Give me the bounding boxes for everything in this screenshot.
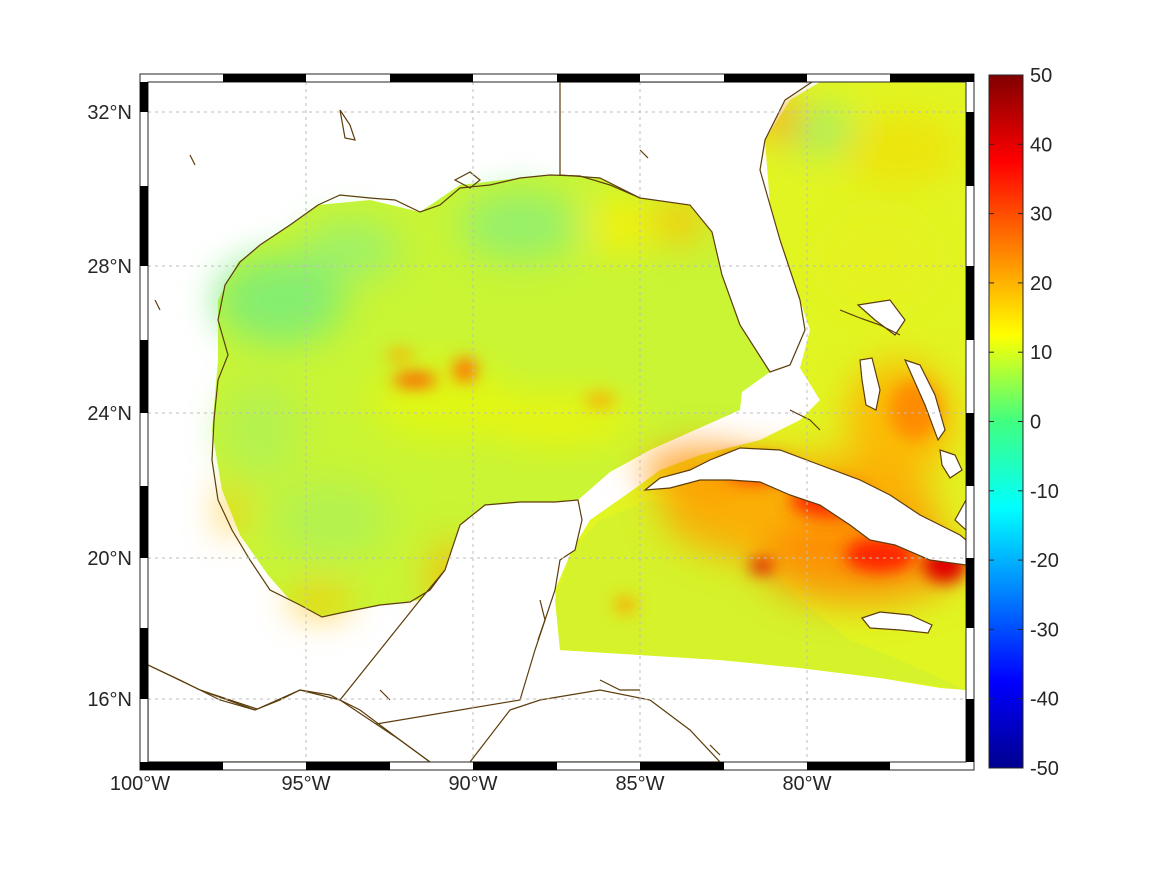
colorbar-tick-label: -10	[1030, 481, 1059, 503]
eleuthera-island	[903, 359, 946, 442]
y-tick-label: 24°N	[87, 403, 132, 425]
x-tick-label: 90°W	[448, 773, 497, 795]
colorbar-tick-label: 30	[1030, 204, 1052, 226]
colorbar-tick-label: -30	[1030, 619, 1059, 641]
jamaica-land	[860, 611, 933, 634]
plot-area	[148, 82, 966, 762]
colorbar-tick-label: -20	[1030, 550, 1059, 572]
x-tick-label: 95°W	[281, 773, 330, 795]
y-tick-label: 16°N	[87, 689, 132, 711]
colorbar-tick-label: 20	[1030, 273, 1052, 295]
map-frame	[139, 73, 975, 771]
cuba-land	[643, 447, 966, 566]
honduras-land	[469, 689, 721, 762]
colorbar-ticks: 50 40 30 20 10 0 -10 -20 -30 -40 -50	[989, 65, 1059, 780]
y-tick-label: 20°N	[87, 548, 132, 570]
y-tick-label: 28°N	[87, 256, 132, 278]
x-axis: 100°W 95°W 90°W 85°W 80°W	[110, 773, 832, 795]
x-tick-label: 80°W	[782, 773, 831, 795]
colorbar-gradient	[988, 74, 1024, 769]
coastline-details	[148, 109, 901, 762]
colorbar-tick-label: 50	[1030, 65, 1052, 87]
colorbar-tick-label: 0	[1030, 412, 1041, 434]
colorbar-tick-label: -40	[1030, 689, 1059, 711]
y-tick-label: 32°N	[87, 102, 132, 124]
andros-island	[859, 357, 881, 411]
y-axis: 16°N 20°N 24°N 28°N 32°N	[87, 102, 132, 711]
x-tick-label: 100°W	[110, 773, 170, 795]
colorbar: 50 40 30 20 10 0 -10 -20 -30 -40 -50	[988, 65, 1059, 780]
hispaniola-land	[954, 499, 966, 531]
x-tick-label: 85°W	[615, 773, 664, 795]
florida-land	[559, 82, 814, 373]
colorbar-tick-label: 10	[1030, 342, 1052, 364]
gridlines	[148, 82, 966, 762]
great-inagua-island	[939, 449, 963, 479]
abaco-island	[856, 299, 906, 336]
colorbar-tick-label: -50	[1030, 758, 1059, 780]
colorbar-tick-label: 40	[1030, 134, 1052, 156]
